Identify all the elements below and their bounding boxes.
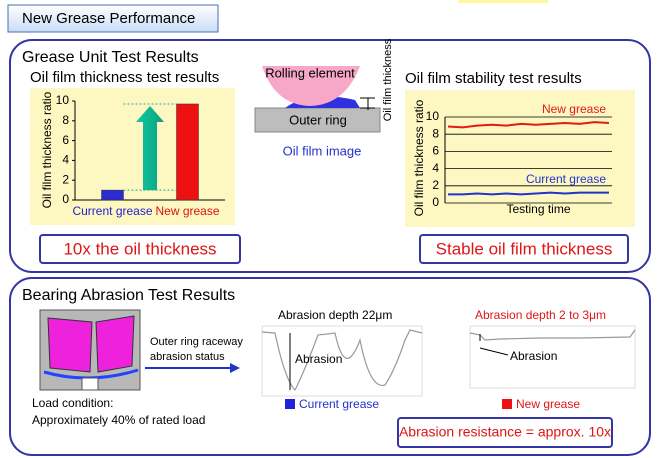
arrow-head [230,363,240,373]
series-label: New grease [542,102,606,116]
outer-ring-label: Outer ring [289,112,347,127]
callout: 10x the oil thickness [63,239,216,258]
oil-film-diagram [254,66,381,133]
y-tick-label: 10 [56,93,70,107]
header-box [7,4,219,33]
chart-panel [405,90,635,227]
profile-current [261,325,423,397]
section-box [9,277,651,456]
arrow-text: Outer ring raceway [150,336,243,348]
abrasion-label: Abrasion [510,349,557,363]
chart-panel [30,88,235,225]
bearing-drawing [39,309,141,391]
y-tick-label: 4 [432,161,439,175]
chart-title: Oil film thickness test results [30,69,219,86]
section-title: Grease Unit Test Results [22,49,199,66]
line-series [448,191,609,196]
y-tick-label: 8 [432,126,439,140]
diagram-caption: Oil film image [283,143,362,158]
outer-ring [254,107,381,133]
legend-label: New grease [516,397,580,411]
oil-film-label: Oil film thickness [382,38,394,121]
x-tick-label: New grease [155,204,219,218]
y-tick-label: 2 [62,172,69,186]
load-text: Load condition: [32,396,113,410]
y-axis-label: Oil film thickness ratio [412,99,426,216]
header-title: New Grease Performance [22,10,195,27]
load-text: Approximately 40% of rated load [32,413,205,427]
arrow [136,105,164,191]
profile-new [469,325,636,389]
series-label: Current grease [526,172,606,186]
y-axis-label: Oil film thickness ratio [40,91,54,208]
callout-box [419,234,629,264]
y-tick-label: 4 [62,153,69,167]
arrow-text: abrasion status [150,351,225,363]
x-axis-label: Testing time [506,202,570,216]
callout-box [397,417,613,448]
y-tick-label: 6 [62,133,69,147]
rolling-element-label: Rolling element [265,65,355,80]
chart-title: Oil film stability test results [405,70,582,87]
x-tick-label: Current grease [72,204,152,218]
bar [176,103,199,201]
depth-label: Abrasion depth 22μm [278,308,392,322]
depth-label: Abrasion depth 2 to 3μm [475,308,606,322]
legend-swatch [502,399,512,409]
callout-box [39,234,241,264]
callout: Stable oil film thickness [436,239,613,258]
section-box [9,39,651,273]
abrasion-label: Abrasion [295,352,342,366]
callout: Abrasion resistance = approx. 10x [399,424,611,440]
y-tick-label: 10 [426,109,440,123]
y-tick-label: 8 [62,113,69,127]
y-tick-label: 2 [432,178,439,192]
rolling-element [262,66,360,106]
section-title: Bearing Abrasion Test Results [22,287,235,304]
y-tick-label: 6 [432,144,439,158]
bar [101,189,124,201]
legend-swatch [285,399,295,409]
line-series [447,121,610,129]
y-tick-label: 0 [62,192,69,206]
y-tick-label: 0 [432,195,439,209]
legend-label: Current grease [299,397,379,411]
top-mark [458,0,548,3]
